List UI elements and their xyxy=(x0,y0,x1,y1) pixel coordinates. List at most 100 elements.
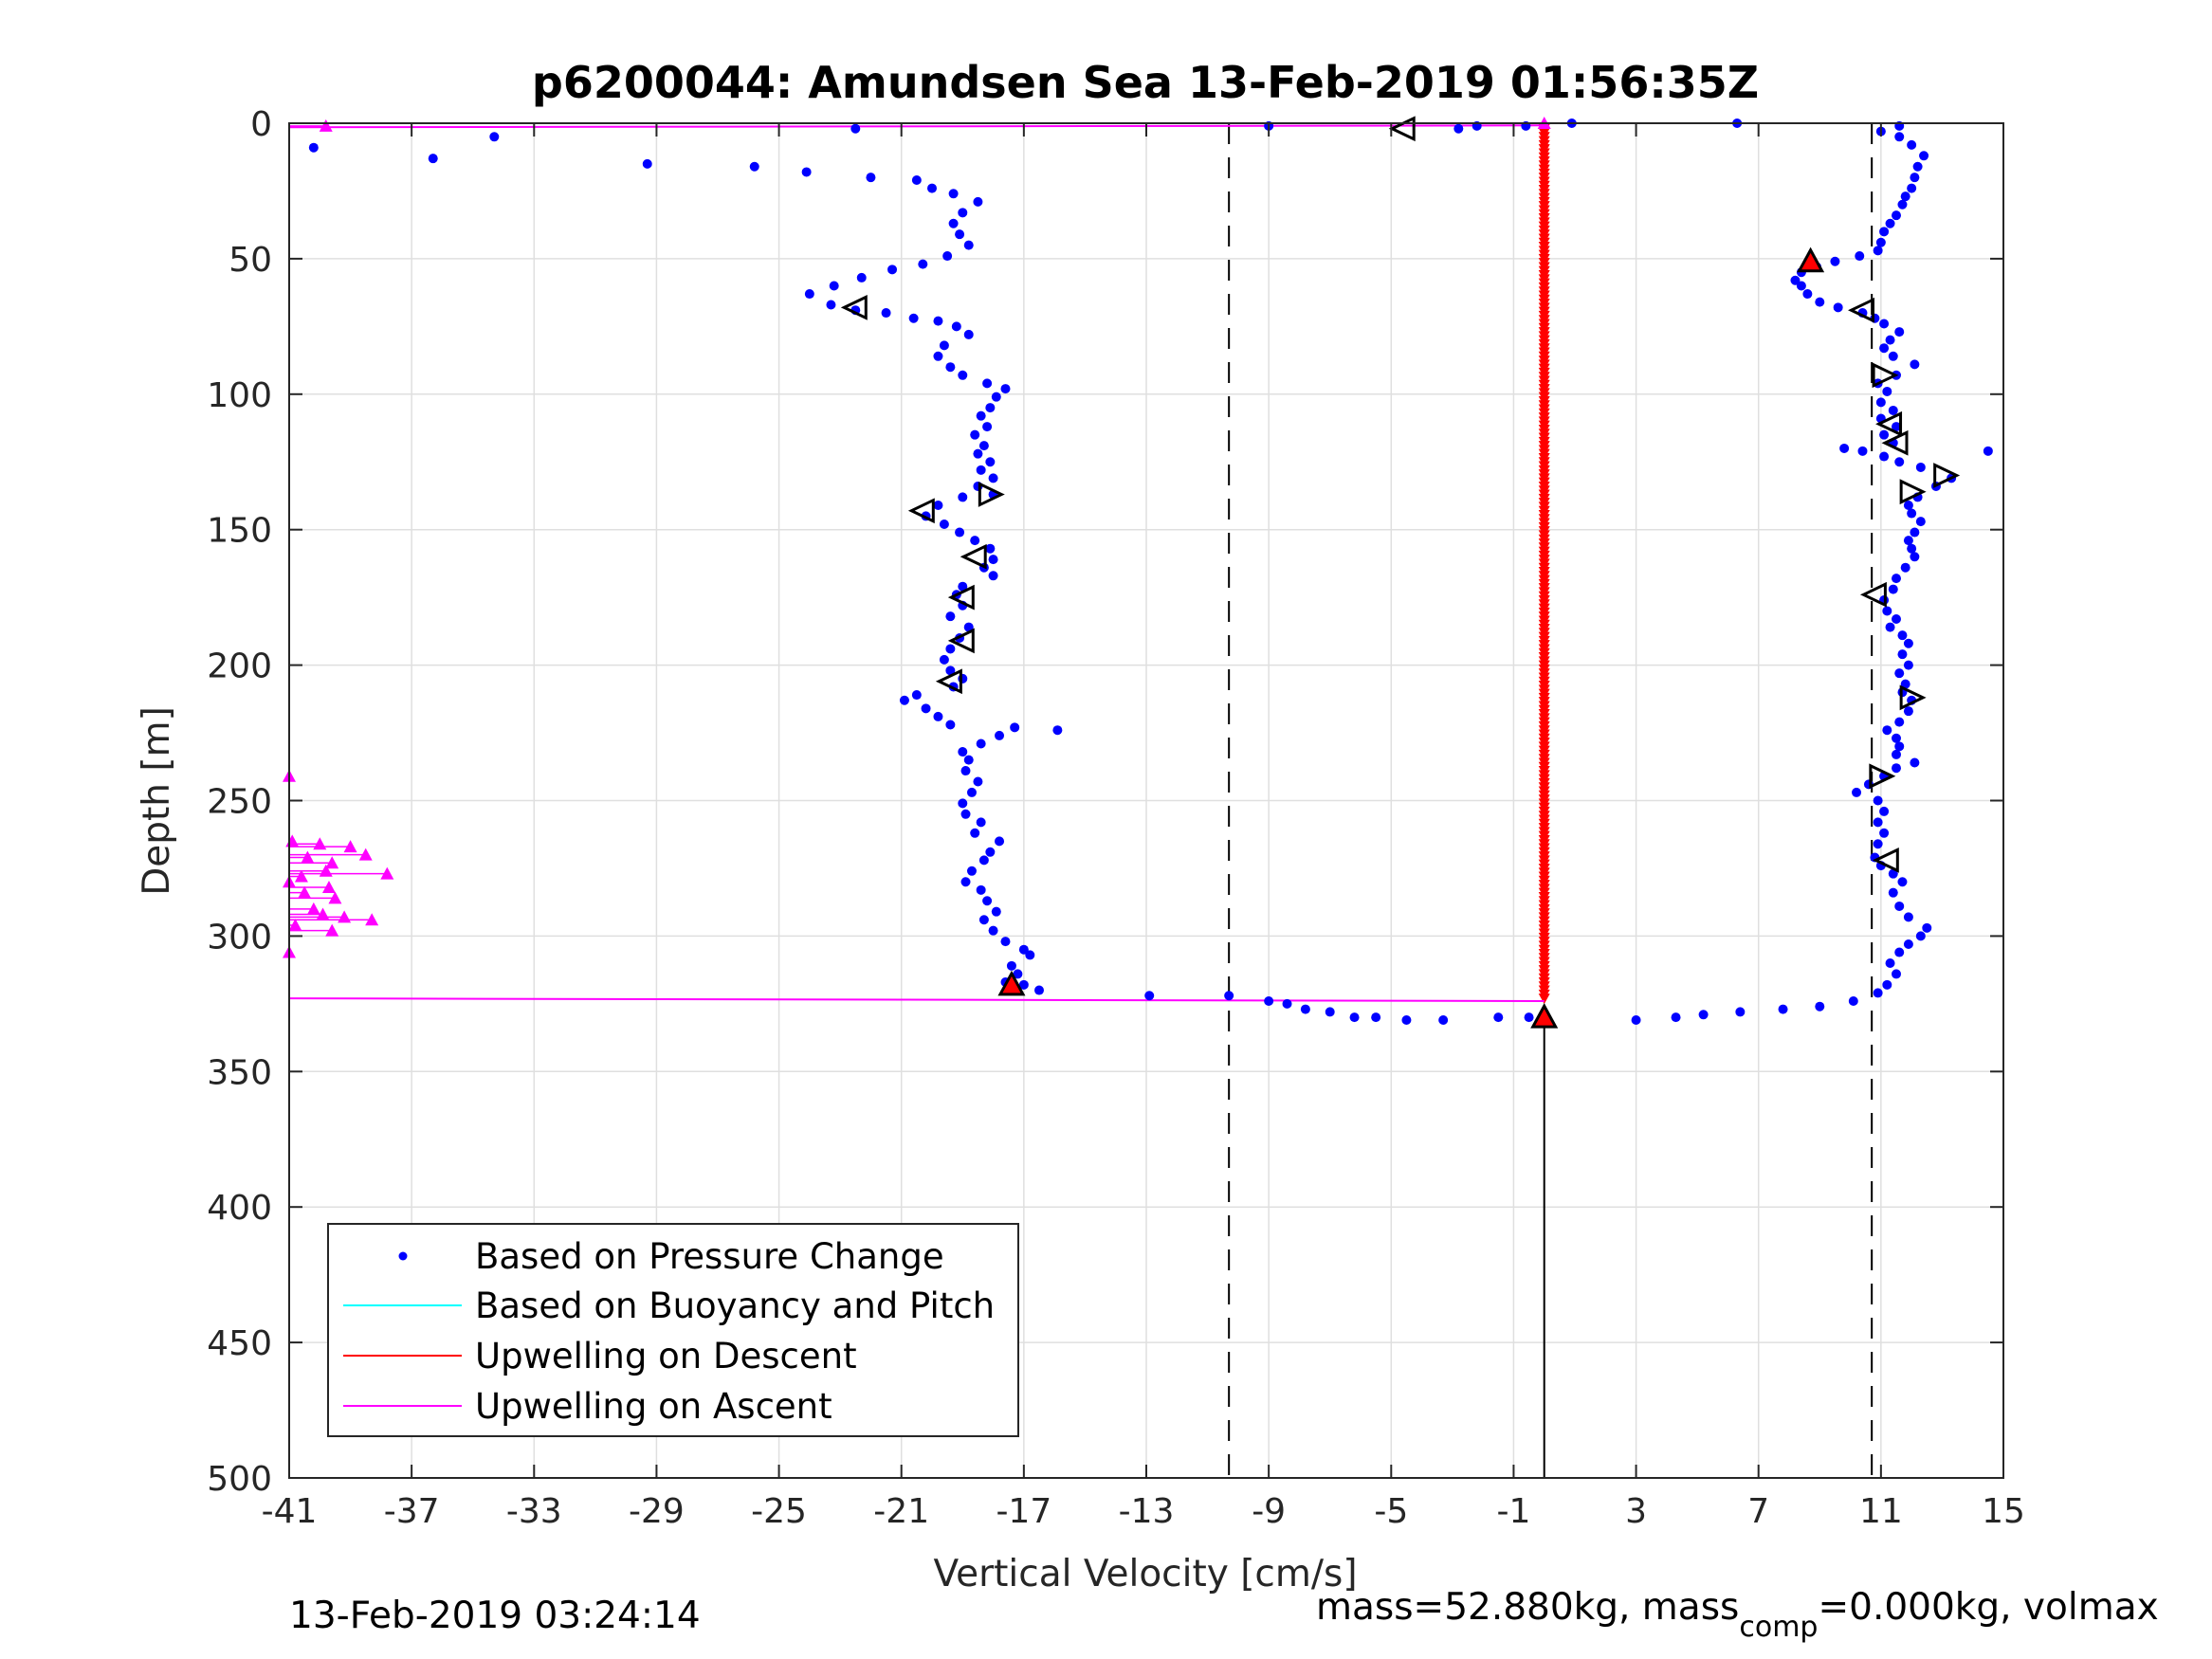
y-tick-label: 150 xyxy=(207,512,272,551)
pressure-point xyxy=(1900,191,1910,202)
ballast-marker xyxy=(1899,479,1927,505)
grid xyxy=(288,122,2004,1479)
pressure-point xyxy=(1907,183,1917,193)
pressure-point xyxy=(970,536,980,546)
pressure-point xyxy=(1897,649,1908,660)
pressure-point xyxy=(881,308,891,319)
ballast-marker xyxy=(935,668,962,695)
pressure-point xyxy=(1698,1010,1709,1020)
x-tick-label: -37 xyxy=(384,1492,440,1531)
pressure-point xyxy=(958,581,968,592)
x-tick-label: -1 xyxy=(1496,1492,1530,1531)
pressure-point xyxy=(801,167,812,177)
x-tick-label: -25 xyxy=(751,1492,807,1531)
pressure-point xyxy=(988,473,998,483)
event-marker xyxy=(1797,246,1825,273)
pressure-point xyxy=(958,673,968,684)
ballast-marker xyxy=(1933,463,1961,488)
pressure-point xyxy=(933,316,943,326)
pressure-point xyxy=(804,289,814,300)
x-tick-label: -29 xyxy=(629,1492,685,1531)
ballast-marker xyxy=(840,294,868,320)
pressure-point xyxy=(1900,562,1910,573)
pressure-point xyxy=(927,183,937,193)
upwelling-ascent-triangle xyxy=(365,913,379,926)
upwelling-ascent-surface-line xyxy=(288,124,1545,129)
data-layer xyxy=(283,116,1993,1029)
pressure-point xyxy=(955,527,965,538)
pressure-point xyxy=(951,321,961,332)
pressure-point xyxy=(973,481,983,491)
pressure-point xyxy=(1438,1014,1449,1025)
x-tick-label: -9 xyxy=(1252,1492,1286,1531)
pressure-point xyxy=(1903,500,1913,510)
y-tick-label: 100 xyxy=(207,376,272,415)
pressure-point xyxy=(887,264,898,275)
pressure-point xyxy=(1882,725,1892,736)
upwelling-ascent-triangle xyxy=(301,850,315,864)
pressure-point xyxy=(1873,817,1883,828)
pressure-point xyxy=(1894,668,1905,679)
pressure-point xyxy=(960,877,971,887)
pressure-point xyxy=(1493,1012,1504,1023)
pressure-point xyxy=(1778,1004,1788,1014)
y-tick-label: 300 xyxy=(207,918,272,957)
x-tick-label: -5 xyxy=(1374,1492,1408,1531)
pressure-point xyxy=(1879,429,1890,440)
pressure-point xyxy=(1671,1012,1681,1023)
pressure-point xyxy=(960,766,971,776)
pressure-point xyxy=(1922,922,1932,933)
pressure-point xyxy=(1863,779,1874,790)
pressure-point xyxy=(1815,297,1825,307)
pressure-point xyxy=(1815,1001,1825,1012)
pressure-point xyxy=(1000,384,1011,394)
pressure-point xyxy=(973,448,983,459)
pressure-point xyxy=(899,695,909,705)
pressure-point xyxy=(1034,985,1044,995)
pressure-point xyxy=(1903,536,1913,546)
pressure-point xyxy=(963,329,974,339)
pressure-point xyxy=(918,259,928,269)
pressure-point xyxy=(1885,218,1895,228)
pressure-point xyxy=(982,378,993,389)
pressure-point xyxy=(1910,173,1920,183)
pressure-point xyxy=(1010,722,1020,733)
pressure-point xyxy=(976,817,986,828)
x-tick-label: 15 xyxy=(1982,1492,2025,1531)
pressure-point xyxy=(1888,868,1898,879)
pressure-point xyxy=(982,422,993,432)
pressure-point xyxy=(991,906,1001,917)
pressure-point xyxy=(1873,795,1883,806)
pressure-point xyxy=(1907,508,1917,519)
ballast-marker xyxy=(1848,297,1874,323)
y-tick-label: 350 xyxy=(207,1053,272,1092)
pressure-point xyxy=(1873,988,1883,998)
pressure-point xyxy=(749,161,759,172)
ballast-marker xyxy=(1859,581,1887,608)
x-tick-label: -41 xyxy=(262,1492,318,1531)
pressure-point xyxy=(1879,828,1890,838)
ballast-marker xyxy=(1872,362,1899,389)
pressure-point xyxy=(856,272,867,283)
tick-labels: -41 -37 -33 -29 -25 -21 -17 -13 -9 -5 -1 3 7 11 150501… xyxy=(207,105,2025,1531)
pressure-point xyxy=(1892,210,1901,221)
pressure-point xyxy=(958,208,968,218)
pressure-point xyxy=(1006,960,1016,971)
pressure-point xyxy=(976,410,986,421)
pressure-point xyxy=(985,457,996,467)
y-tick-label: 0 xyxy=(250,105,272,144)
upwelling-ascent-triangle xyxy=(321,880,336,893)
pressure-point xyxy=(1894,457,1905,467)
pressure-point xyxy=(1882,386,1892,396)
pressure-point xyxy=(985,403,996,413)
pressure-point xyxy=(955,229,965,240)
y-tick-label: 450 xyxy=(207,1324,272,1363)
pressure-point xyxy=(1903,638,1913,648)
pressure-point xyxy=(911,175,922,186)
pressure-point xyxy=(1900,679,1910,689)
pressure-point xyxy=(1888,351,1898,361)
pressure-point xyxy=(1919,151,1929,161)
pressure-point xyxy=(939,654,949,665)
pressure-point xyxy=(988,571,998,581)
